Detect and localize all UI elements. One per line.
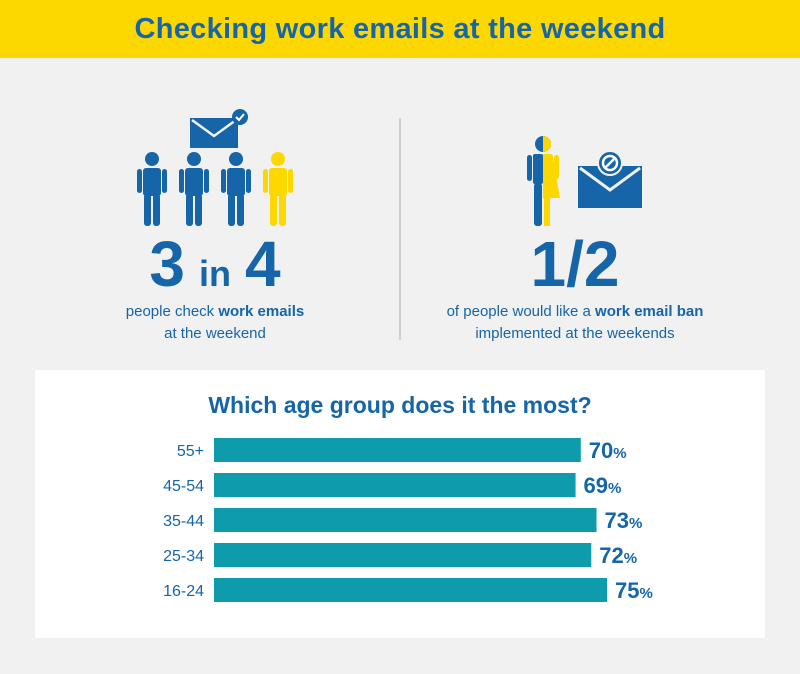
bar — [214, 508, 597, 532]
right-caption: of people would like a work email ban im… — [415, 301, 735, 345]
email-check-icon — [190, 109, 248, 148]
value-label: 70% — [589, 438, 627, 463]
half-person-icon — [527, 136, 560, 226]
stat-three-in-four: 3 in 4 — [95, 232, 335, 296]
category-label: 35-44 — [163, 513, 204, 530]
value-label: 73% — [605, 508, 643, 533]
person-icon — [179, 152, 209, 226]
category-label: 45-54 — [163, 478, 204, 495]
chart-title: Which age group does it the most? — [208, 392, 592, 418]
left-caption: people check work emails at the weekend — [95, 301, 335, 345]
left-caption-pre: people check — [125, 303, 219, 320]
stat-one-half: 1/2 — [530, 228, 620, 300]
category-label: 16-24 — [163, 583, 204, 600]
stat-in-word: in — [199, 253, 231, 294]
right-caption-post: implemented at the weekends — [475, 325, 675, 342]
bar — [214, 578, 607, 602]
value-label: 75% — [615, 578, 653, 603]
person-icon — [221, 152, 251, 226]
category-label: 55+ — [177, 443, 204, 460]
person-icon — [137, 152, 167, 226]
bar-chart: 55+ 70% 45-54 69% 35-44 73% 25-34 72% 16-24 75% — [163, 438, 653, 603]
divider — [399, 118, 401, 340]
bar — [214, 543, 592, 567]
bar — [214, 473, 576, 497]
left-caption-post: at the weekend — [164, 325, 266, 342]
people-row — [136, 152, 296, 230]
chart-panel: Which age group does it the most? 55+ 70%… — [35, 370, 765, 638]
right-caption-bold: work email ban — [595, 303, 704, 320]
right-caption-pre: of people would like a — [446, 303, 596, 320]
bar — [214, 438, 581, 462]
title-banner: Checking work emails at the weekend — [0, 0, 800, 58]
page-title: Checking work emails at the weekend — [134, 12, 666, 45]
left-caption-bold: work emails — [218, 303, 305, 320]
stat-num-a: 3 — [149, 228, 185, 300]
person-icon-highlight — [263, 152, 293, 226]
value-label: 69% — [584, 473, 622, 498]
email-ban-icon — [578, 150, 642, 208]
stat-num-b: 4 — [245, 228, 281, 300]
value-label: 72% — [599, 543, 637, 568]
category-label: 25-34 — [163, 548, 204, 565]
